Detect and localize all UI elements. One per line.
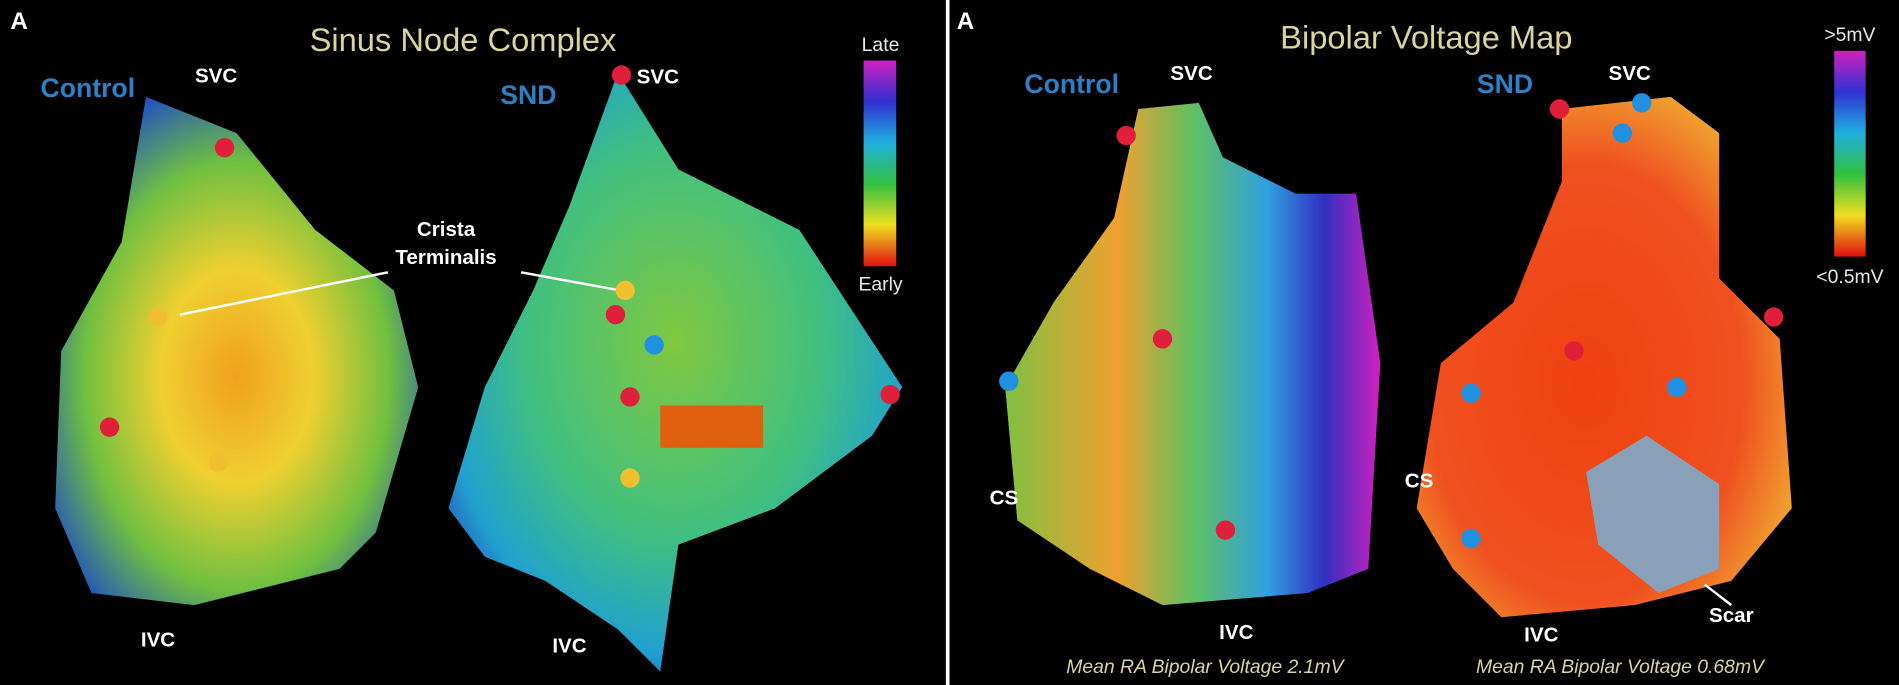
marker — [1613, 123, 1632, 142]
anatomy-label: SVC — [637, 66, 679, 89]
anatomy-label: SVC — [1170, 62, 1212, 85]
marker — [148, 307, 167, 326]
marker — [1564, 341, 1583, 360]
marker — [881, 385, 900, 404]
color-scale — [1834, 51, 1865, 257]
anatomy-label: Crista — [417, 218, 476, 241]
anatomy-label: IVC — [1524, 623, 1558, 646]
panel-label: A — [10, 8, 27, 35]
marker — [606, 305, 625, 324]
marker — [620, 468, 639, 487]
anatomy-label: CS — [990, 487, 1019, 510]
marker — [215, 138, 234, 157]
group-label: Control — [41, 73, 136, 103]
scale-label: Late — [862, 34, 900, 56]
panel-label: A — [957, 8, 974, 35]
anatomy-label: Terminalis — [395, 246, 496, 269]
marker — [999, 372, 1018, 391]
marker — [615, 281, 634, 300]
hole — [660, 405, 763, 447]
figure: A Sinus Node Complex Control SND SVC SVC… — [0, 0, 1899, 685]
marker — [612, 65, 631, 84]
marker — [1153, 329, 1172, 348]
marker — [1632, 93, 1651, 112]
marker — [1461, 384, 1480, 403]
marker — [645, 335, 664, 354]
group-label: Control — [1024, 69, 1119, 99]
anatomy-label: IVC — [552, 634, 586, 657]
panel-title: Bipolar Voltage Map — [1280, 18, 1572, 55]
scale-label: >5mV — [1824, 24, 1875, 46]
scale-label: <0.5mV — [1816, 266, 1883, 288]
marker — [209, 453, 228, 472]
marker — [1117, 126, 1136, 145]
anatomy-label: SVC — [1609, 62, 1651, 85]
anatomy-label: SVC — [195, 64, 237, 87]
marker — [1550, 99, 1569, 118]
marker — [1216, 520, 1235, 539]
anatomy-label: IVC — [1219, 621, 1253, 644]
marker — [620, 387, 639, 406]
panel-title: Sinus Node Complex — [310, 21, 617, 58]
color-scale — [864, 61, 897, 267]
anatomy-label: Scar — [1709, 604, 1754, 627]
anatomy-label: CS — [1405, 470, 1434, 493]
scale-label: Early — [858, 273, 902, 295]
anatomy-label: IVC — [141, 628, 175, 651]
marker — [100, 418, 119, 437]
divider — [946, 0, 950, 685]
marker — [1764, 307, 1783, 326]
caption: Mean RA Bipolar Voltage 0.68mV — [1476, 656, 1766, 678]
marker — [1667, 378, 1686, 397]
group-label: SND — [500, 80, 556, 110]
marker — [1461, 529, 1480, 548]
caption: Mean RA Bipolar Voltage 2.1mV — [1066, 656, 1345, 678]
group-label: SND — [1477, 69, 1533, 99]
